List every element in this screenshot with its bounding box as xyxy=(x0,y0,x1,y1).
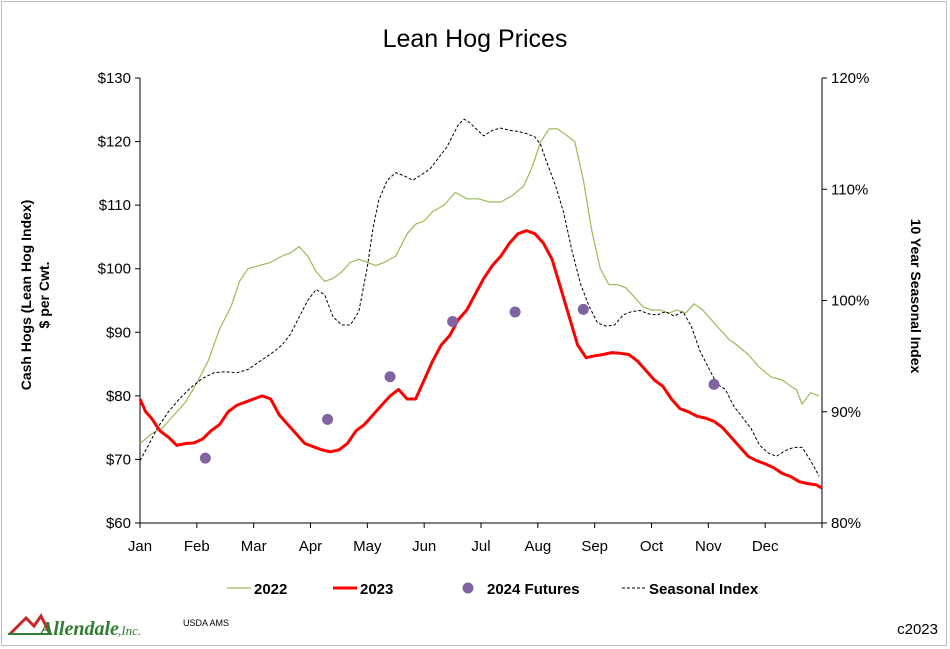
x-tick-label: Nov xyxy=(695,538,722,555)
futures-point xyxy=(199,452,211,464)
right-axis-ticks: 80% 90% 100% 110% 120% xyxy=(822,70,869,532)
futures-point xyxy=(447,315,459,327)
x-tick-label: Feb xyxy=(184,538,210,555)
futures-point xyxy=(708,378,720,390)
legend-label: 2023 xyxy=(360,581,393,598)
legend-label: 2022 xyxy=(254,581,287,598)
logo-suffix: ,Inc. xyxy=(118,623,141,638)
x-tick-label: Aug xyxy=(524,538,551,555)
copyright: c2023 xyxy=(897,621,938,638)
left-tick-label: $70 xyxy=(106,451,131,468)
right-tick-label: 120% xyxy=(831,70,869,87)
series-line-2022 xyxy=(139,128,820,444)
left-tick-label: $110 xyxy=(99,197,131,214)
x-tick-label: Dec xyxy=(752,538,779,555)
right-tick-label: 110% xyxy=(831,181,868,198)
right-tick-label: 100% xyxy=(831,293,869,310)
left-tick-label: $80 xyxy=(106,388,131,405)
series-line-2023 xyxy=(138,229,823,490)
left-tick-label: $60 xyxy=(106,515,131,532)
legend-swatch-futures xyxy=(462,582,474,594)
x-tick-label: Oct xyxy=(640,538,664,555)
left-tick-label: $100 xyxy=(98,261,131,278)
plot-area xyxy=(138,78,823,524)
x-axis-ticks: Jan Feb Mar Apr May Jun Jul Aug Sep Oct Nov Dec xyxy=(128,523,823,555)
chart-title: Lean Hog Prices xyxy=(383,25,568,53)
y-axis-title-line1: Cash Hogs (Lean Hog Index) xyxy=(18,200,34,391)
legend-label: 2024 Futures xyxy=(487,581,580,598)
left-tick-label: $90 xyxy=(106,324,131,341)
x-tick-label: Mar xyxy=(241,538,267,555)
x-tick-label: Sep xyxy=(581,538,608,555)
right-tick-label: 90% xyxy=(831,404,861,421)
y-axis-title-line2: $ per Cwt. xyxy=(36,262,52,329)
left-tick-label: $120 xyxy=(98,134,131,151)
source-note: USDA AMS xyxy=(183,618,229,628)
legend: 2022 2023 2024 Futures Seasonal Index xyxy=(227,581,759,598)
x-tick-label: Jan xyxy=(128,538,152,555)
legend-label: Seasonal Index xyxy=(649,581,759,598)
futures-point xyxy=(577,303,589,315)
x-tick-label: May xyxy=(353,538,382,555)
left-axis-ticks: $60 $70 $80 $90 $100 $110 $120 $130 xyxy=(98,70,140,532)
y2-axis-title: 10 Year Seasonal Index xyxy=(908,219,924,374)
x-tick-label: Jul xyxy=(471,538,490,555)
allendale-logo: Allendale ,Inc. xyxy=(8,613,141,640)
series-line-seasonal-index xyxy=(139,118,820,477)
x-tick-label: Jun xyxy=(412,538,436,555)
x-tick-label: Apr xyxy=(299,538,322,555)
left-tick-label: $130 xyxy=(98,70,131,87)
futures-point xyxy=(384,371,396,383)
right-tick-label: 80% xyxy=(831,515,861,532)
futures-point xyxy=(322,413,334,425)
futures-point xyxy=(509,306,521,318)
logo-text: Allendale xyxy=(38,618,119,640)
